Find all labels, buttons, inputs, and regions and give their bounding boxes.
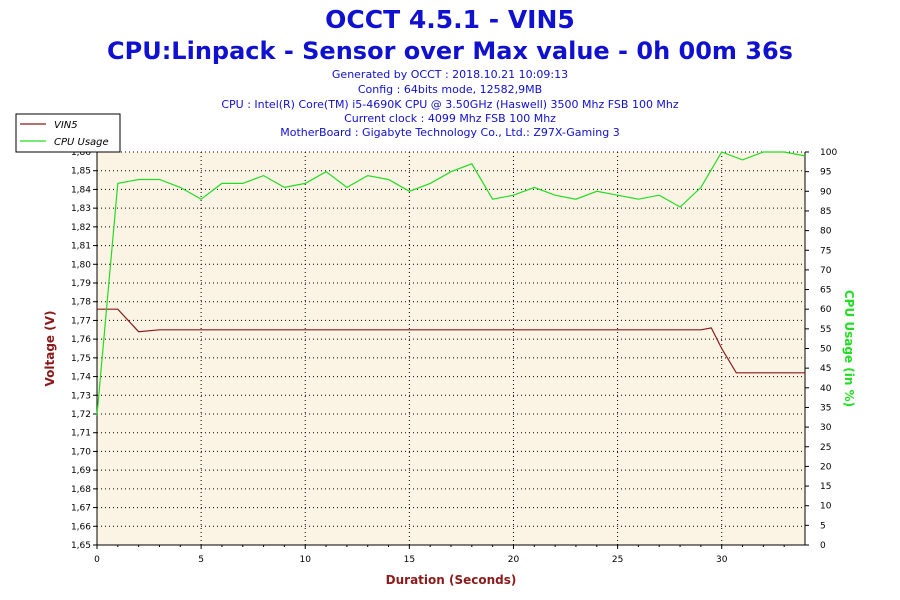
y-tick-label: 1,69 xyxy=(71,466,91,476)
y-tick-label: 1,68 xyxy=(71,485,91,495)
x-axis-label: Duration (Seconds) xyxy=(386,573,517,587)
x-tick-label: 5 xyxy=(198,555,204,565)
y-tick-label: 1,65 xyxy=(71,541,91,551)
y2-tick-label: 45 xyxy=(820,364,831,374)
legend-label-vin5: VIN5 xyxy=(54,120,78,131)
y2-tick-label: 85 xyxy=(820,207,831,217)
legend-label-cpu-usage: CPU Usage xyxy=(54,137,109,148)
chart-title: OCCT 4.5.1 - VIN5 xyxy=(325,5,575,34)
y-tick-label: 1,72 xyxy=(71,410,91,420)
y2-tick-label: 55 xyxy=(820,325,831,335)
y2-tick-label: 65 xyxy=(820,286,831,296)
y-tick-label: 1,67 xyxy=(71,504,91,514)
y2-tick-label: 25 xyxy=(820,443,831,453)
plot-area xyxy=(97,152,805,545)
y2-tick-label: 70 xyxy=(820,266,832,276)
y-tick-label: 1,83 xyxy=(71,204,91,214)
vin5-series-line xyxy=(97,308,805,374)
x-tick-label: 20 xyxy=(508,555,520,565)
y-tick-label: 1,71 xyxy=(71,429,91,439)
y2-tick-label: 30 xyxy=(820,423,832,433)
y2-tick-label: 50 xyxy=(820,345,832,355)
cpu-usage-series-line xyxy=(96,151,806,416)
y-tick-label: 1,73 xyxy=(71,391,91,401)
y-axis-label: Voltage (V) xyxy=(43,311,57,387)
y-tick-label: 1,77 xyxy=(71,316,91,326)
y2-tick-label: 15 xyxy=(820,482,831,492)
x-tick-label: 25 xyxy=(612,555,623,565)
x-tick-label: 15 xyxy=(404,555,415,565)
y2-tick-label: 0 xyxy=(820,541,826,551)
y-tick-label: 1,86 xyxy=(71,148,91,158)
y-tick-label: 1,74 xyxy=(71,373,91,383)
y2-tick-label: 80 xyxy=(820,227,832,237)
y2-tick-label: 20 xyxy=(820,462,832,472)
y2-tick-label: 60 xyxy=(820,305,832,315)
info-current-clock: Current clock : 4099 Mhz FSB 100 Mhz xyxy=(344,112,556,125)
x-tick-label: 10 xyxy=(300,555,312,565)
y2-axis-label: CPU Usage (in %) xyxy=(842,290,856,407)
y-tick-label: 1,81 xyxy=(71,242,91,252)
y2-tick-label: 10 xyxy=(820,502,832,512)
y-tick-label: 1,70 xyxy=(71,447,91,457)
y2-tick-label: 35 xyxy=(820,403,831,413)
y-tick-label: 1,85 xyxy=(71,167,91,177)
chart-subtitle: CPU:Linpack - Sensor over Max value - 0h… xyxy=(107,37,793,65)
y-tick-label: 1,80 xyxy=(71,260,91,270)
y2-tick-label: 40 xyxy=(820,384,832,394)
info-generated: Generated by OCCT : 2018.10.21 10:09:13 xyxy=(331,68,569,81)
x-tick-label: 30 xyxy=(716,555,728,565)
info-cpu: CPU : Intel(R) Core(TM) i5-4690K CPU @ 3… xyxy=(221,98,679,111)
y2-tick-label: 95 xyxy=(820,168,831,178)
y-tick-label: 1,84 xyxy=(71,185,91,195)
info-config: Config : 64bits mode, 12582,9MB xyxy=(357,83,543,96)
y-tick-label: 1,82 xyxy=(71,223,91,233)
y-tick-label: 1,75 xyxy=(71,354,91,364)
x-tick-label: 0 xyxy=(94,555,100,565)
y2-tick-label: 75 xyxy=(820,246,831,256)
y-tick-label: 1,76 xyxy=(71,335,91,345)
y2-tick-label: 90 xyxy=(820,187,832,197)
y-tick-label: 1,78 xyxy=(71,298,91,308)
y-tick-label: 1,79 xyxy=(71,279,91,289)
info-motherboard: MotherBoard : Gigabyte Technology Co., L… xyxy=(280,126,620,139)
legend-box xyxy=(15,113,121,153)
y2-tick-label: 100 xyxy=(820,148,837,158)
y2-tick-label: 5 xyxy=(820,521,826,531)
y-tick-label: 1,66 xyxy=(71,522,91,532)
